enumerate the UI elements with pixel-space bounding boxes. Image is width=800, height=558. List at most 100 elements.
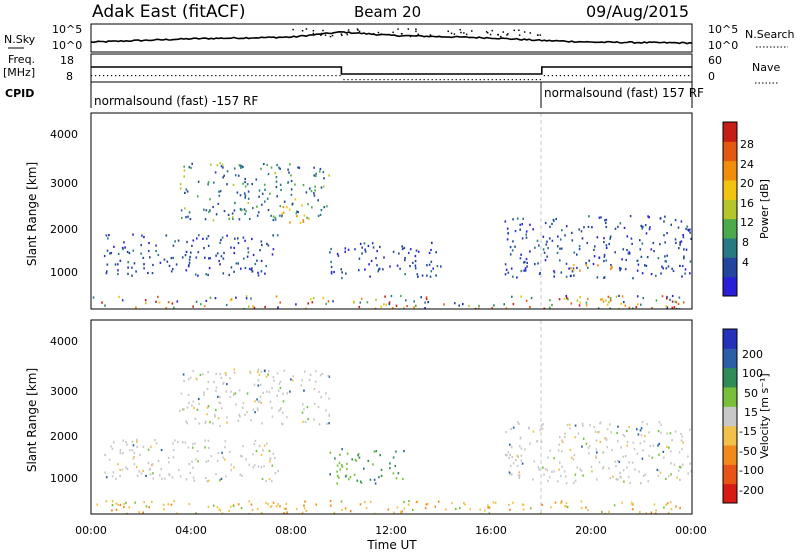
power-cell bbox=[305, 307, 307, 309]
velocity-cell bbox=[679, 507, 681, 510]
velocity-cell bbox=[317, 406, 320, 409]
velocity-cell bbox=[214, 415, 216, 418]
velocity-cell bbox=[646, 423, 648, 426]
power-cell bbox=[240, 164, 243, 168]
power-cell bbox=[585, 264, 588, 267]
velocity-cell bbox=[519, 437, 522, 440]
power-cell bbox=[337, 254, 340, 257]
velocity-cell bbox=[628, 461, 630, 464]
power-cell bbox=[327, 300, 330, 303]
power-cell bbox=[665, 305, 668, 308]
power-cell bbox=[151, 272, 154, 275]
power-cell bbox=[609, 235, 612, 238]
power-cell bbox=[266, 242, 268, 245]
power-cell bbox=[559, 247, 561, 250]
power-cell bbox=[395, 304, 398, 307]
freq-tick-left-top: 18 bbox=[60, 54, 74, 67]
power-cell bbox=[135, 270, 137, 273]
xtick-1200: 12:00 bbox=[375, 524, 407, 537]
power-cell bbox=[673, 306, 676, 309]
noise-search-dot bbox=[347, 29, 350, 31]
velocity-cell bbox=[392, 472, 395, 475]
power-cell bbox=[272, 234, 274, 237]
velocity-cell bbox=[112, 441, 115, 444]
power-cell bbox=[551, 239, 554, 242]
velocity-cell bbox=[488, 512, 491, 514]
velocity-cell bbox=[582, 474, 584, 477]
velocity-cell bbox=[228, 509, 230, 512]
power-cell bbox=[190, 251, 192, 254]
power-cell bbox=[196, 237, 198, 240]
noise-search-dots bbox=[292, 28, 542, 38]
nave-dot bbox=[147, 75, 149, 77]
velocity-cell bbox=[111, 509, 113, 512]
power-cell bbox=[647, 215, 649, 218]
nave-dot bbox=[603, 75, 606, 77]
velocity-cell bbox=[325, 392, 327, 395]
velocity-cell bbox=[226, 416, 228, 419]
velocity-cell bbox=[621, 501, 623, 504]
velocity-cell bbox=[122, 452, 124, 455]
velocity-cell bbox=[286, 392, 289, 395]
velocity-cell bbox=[516, 454, 519, 457]
velocity-cell bbox=[115, 477, 117, 480]
velocity-cell bbox=[593, 425, 596, 429]
velocity-cell bbox=[336, 464, 339, 467]
power-cell bbox=[435, 251, 437, 254]
noise-search-dot bbox=[407, 28, 410, 30]
power-cell bbox=[652, 242, 655, 245]
nave-dot bbox=[231, 75, 233, 77]
velocity-cell bbox=[212, 504, 215, 507]
nave-dots bbox=[91, 75, 690, 81]
velocity-cell bbox=[235, 403, 237, 406]
power-cell bbox=[216, 252, 219, 255]
power-cell bbox=[522, 217, 524, 220]
velocity-cell bbox=[380, 468, 383, 471]
power-cell bbox=[172, 268, 174, 271]
power-cell bbox=[556, 251, 559, 254]
velocity-cell bbox=[204, 446, 206, 449]
nave-dot bbox=[431, 79, 433, 81]
velocity-cell bbox=[260, 401, 262, 404]
power-colorbar bbox=[723, 122, 737, 297]
power-cell bbox=[235, 296, 237, 299]
power-cell bbox=[570, 267, 572, 270]
power-cell bbox=[615, 295, 618, 298]
power-cell bbox=[246, 183, 249, 186]
power-cell bbox=[234, 201, 236, 205]
velocity-cell bbox=[188, 463, 191, 466]
power-cell bbox=[573, 264, 575, 267]
power-cell bbox=[597, 307, 600, 309]
nave-dot bbox=[375, 79, 377, 81]
power-cell bbox=[312, 297, 315, 300]
nave-dot bbox=[331, 75, 333, 77]
velocity-cell bbox=[483, 509, 486, 512]
velocity-cell bbox=[220, 376, 223, 379]
velocity-cell bbox=[573, 481, 575, 484]
noise-search-dot bbox=[489, 33, 492, 36]
power-cell bbox=[247, 247, 249, 250]
velocity-cell bbox=[606, 428, 609, 431]
velocity-cell bbox=[301, 511, 304, 514]
power-cell bbox=[197, 180, 200, 183]
nave-dot bbox=[395, 79, 397, 81]
velocity-cell bbox=[160, 468, 162, 471]
nave-dot bbox=[271, 75, 273, 77]
velocity-cell bbox=[519, 445, 521, 448]
power-cell bbox=[588, 215, 590, 218]
nave-dot bbox=[567, 75, 569, 77]
power-cell bbox=[220, 165, 223, 168]
power-cell bbox=[661, 295, 664, 298]
power-cell bbox=[378, 267, 381, 270]
velocity-cell bbox=[208, 446, 210, 449]
velocity-cell bbox=[563, 470, 566, 473]
velocity-cell bbox=[318, 390, 320, 393]
velocity-cell bbox=[182, 373, 185, 376]
velocity-cell bbox=[582, 437, 585, 440]
velocity-cell bbox=[387, 508, 390, 511]
nave-dot bbox=[491, 79, 493, 81]
velocity-cell bbox=[105, 476, 108, 479]
power-cell bbox=[241, 209, 243, 212]
velocity-cell bbox=[541, 424, 543, 427]
velocity-cell bbox=[276, 394, 278, 397]
